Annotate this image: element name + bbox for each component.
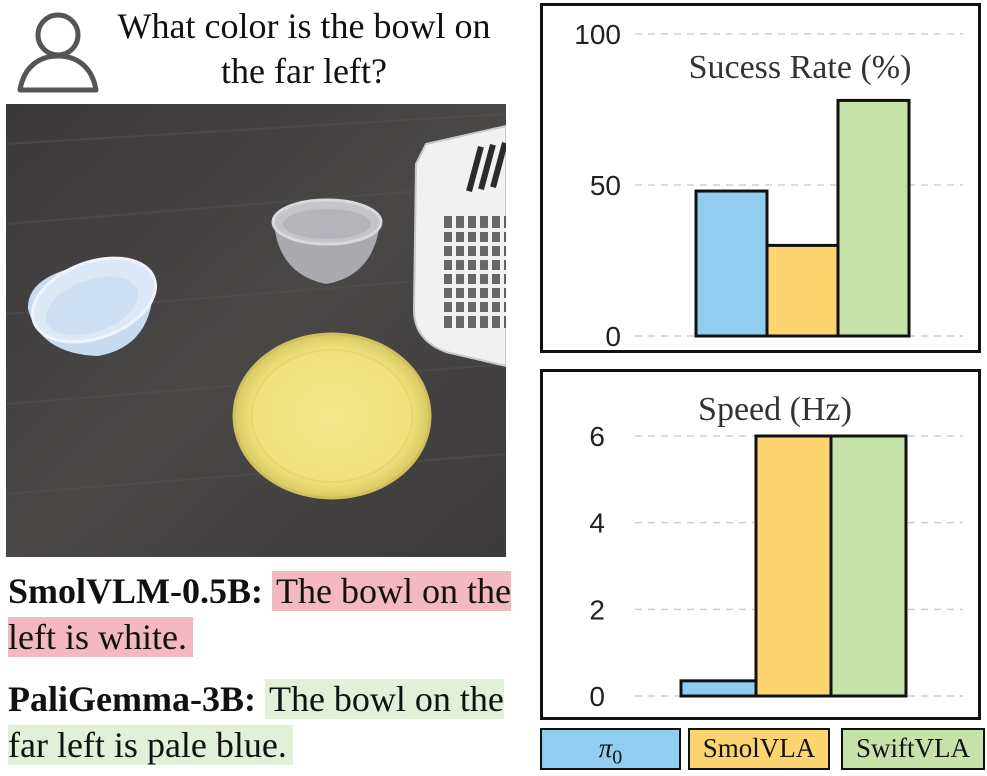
pale-blue-bowl (27, 256, 158, 356)
y-tick-label: 4 (589, 508, 605, 539)
answer-model-label: SmolVLM-0.5B: (8, 571, 263, 611)
speed-plot: 0 2 4 6 Speed (Hz) (589, 391, 963, 712)
chart-title: Sucess Rate (%) (689, 49, 912, 86)
y-tick-label: 6 (589, 421, 605, 452)
legend-item-pi0: π0 (540, 728, 681, 770)
legend-subscript: 0 (612, 746, 623, 769)
chart-title: Speed (Hz) (698, 391, 852, 428)
legend-item-smolvla: SmolVLA (688, 728, 830, 770)
question-text: What color is the bowl on the far left? (117, 6, 491, 91)
bar-SmolVLA (754, 434, 833, 698)
yellow-plate (232, 332, 432, 500)
legend-item-swiftvla: SwiftVLA (841, 728, 985, 770)
answer-smolvlm: SmolVLM-0.5B: The bowl on the left is wh… (8, 568, 528, 660)
answer-model-label: PaliGemma-3B: (8, 679, 256, 719)
y-tick-label: 0 (589, 681, 605, 712)
y-tick-label: 100 (574, 19, 621, 50)
success-rate-plot: 0 50 100 Sucess Rate (%) (574, 19, 963, 352)
legend-label: π (598, 733, 613, 763)
chart-legend: π0 SmolVLA SwiftVLA (540, 728, 985, 772)
speed-chart: 0 2 4 6 Speed (Hz) (540, 369, 981, 720)
bar-SmolVLA (765, 243, 840, 338)
grey-bowl (271, 198, 383, 284)
bar-π0 (679, 679, 758, 698)
answer-paligemma: PaliGemma-3B: The bowl on the far left i… (8, 676, 528, 768)
basket (412, 124, 508, 368)
scene-photo (5, 104, 508, 557)
y-tick-label: 2 (589, 594, 605, 625)
bar-π0 (694, 189, 769, 338)
user-icon (14, 8, 100, 94)
y-tick-label: 50 (590, 170, 621, 201)
y-tick-label: 0 (605, 321, 621, 352)
bar-SwiftVLA (829, 434, 908, 698)
success-rate-chart: 0 50 100 Sucess Rate (%) (540, 3, 981, 353)
bar-SwiftVLA (836, 98, 911, 338)
